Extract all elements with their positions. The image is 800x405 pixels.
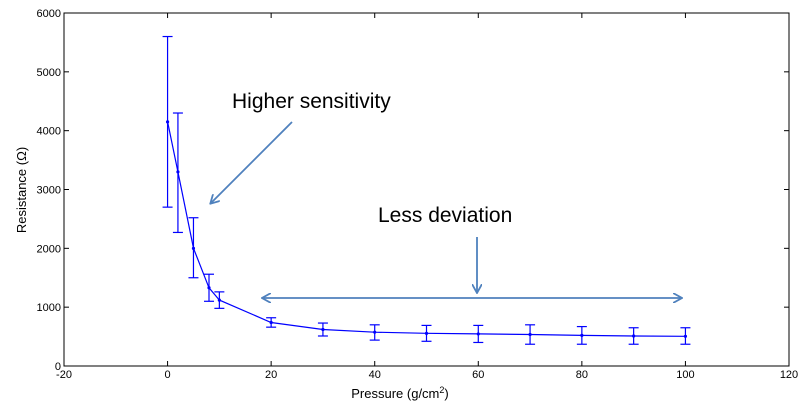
x-axis-label: Pressure (g/cm2): [351, 385, 449, 401]
x-tick-label: 0: [165, 369, 171, 381]
data-point: [176, 170, 180, 174]
plot-frame: [63, 12, 790, 367]
data-point: [321, 327, 325, 332]
x-tick-label: 80: [576, 369, 588, 381]
annotation-higher-sensitivity: Higher sensitivity: [211, 90, 391, 203]
data-point: [165, 120, 170, 124]
sensitivity-arrow: [211, 121, 293, 203]
y-tick-label: 1000: [37, 302, 61, 314]
data-point: [191, 246, 196, 250]
series-line: [167, 121, 686, 337]
data-point: [528, 332, 532, 337]
y-tick-label: 5000: [37, 67, 61, 79]
data-point: [683, 334, 688, 338]
y-tick-label: 4000: [37, 126, 61, 138]
annotation-text-less-deviation: Less deviation: [378, 204, 512, 227]
data-point: [476, 332, 480, 336]
y-tick-label: 6000: [37, 8, 61, 20]
data-point: [632, 334, 636, 338]
x-tick-label: 120: [780, 369, 798, 381]
y-tick-label: 3000: [37, 185, 61, 197]
y-tick-labels: 0 1000 2000 3000 4000 5000 6000: [37, 8, 61, 373]
y-tick-label: 0: [55, 361, 61, 373]
x-tick-label: 20: [265, 369, 277, 381]
y-axis-label: Resistance (Ω): [14, 147, 29, 233]
x-tick-label: 60: [472, 369, 484, 381]
data-point: [373, 330, 377, 334]
y-tick-label: 2000: [37, 243, 61, 255]
x-tick-labels: -20 0 20 40 60 80 100 120: [56, 369, 798, 381]
data-point: [424, 331, 429, 335]
data-point: [580, 333, 584, 338]
axis-ticks: [63, 12, 790, 367]
annotation-text-higher-sensitivity: Higher sensitivity: [232, 90, 391, 113]
annotation-less-deviation: Less deviation: [263, 204, 681, 298]
data-points: [165, 120, 688, 338]
x-tick-label: 40: [369, 369, 381, 381]
data-point: [217, 298, 221, 302]
data-point: [269, 320, 273, 325]
x-tick-label: 100: [676, 369, 694, 381]
x-tick-label: -20: [56, 369, 72, 381]
data-point: [207, 286, 211, 290]
